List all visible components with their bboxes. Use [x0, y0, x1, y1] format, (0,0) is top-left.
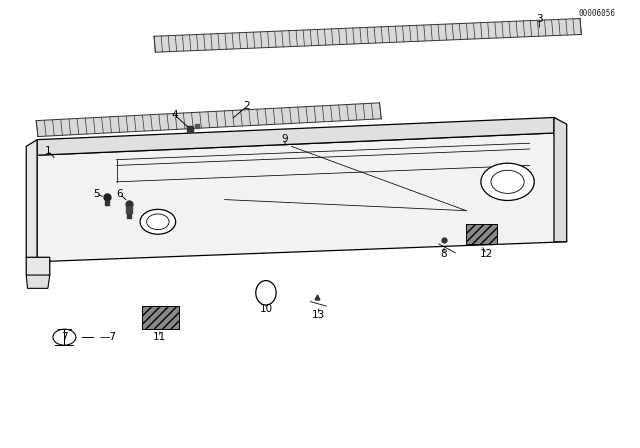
- Text: 1: 1: [45, 146, 51, 156]
- Text: 8: 8: [441, 249, 447, 259]
- Text: 6: 6: [116, 189, 123, 199]
- Polygon shape: [26, 140, 37, 262]
- Text: 10: 10: [259, 304, 273, 314]
- Text: 9: 9: [282, 134, 289, 144]
- Polygon shape: [26, 257, 50, 280]
- Polygon shape: [26, 275, 50, 289]
- Circle shape: [53, 329, 76, 345]
- Polygon shape: [37, 133, 566, 262]
- Text: —7: —7: [99, 332, 116, 342]
- Text: 7: 7: [61, 332, 68, 342]
- Text: 5: 5: [93, 189, 99, 199]
- Bar: [142, 306, 179, 329]
- Circle shape: [140, 209, 175, 234]
- Polygon shape: [37, 117, 554, 155]
- Polygon shape: [154, 18, 581, 52]
- Bar: [467, 224, 497, 244]
- Polygon shape: [36, 103, 381, 137]
- Text: 4: 4: [172, 110, 179, 120]
- Ellipse shape: [256, 280, 276, 305]
- Text: 11: 11: [153, 332, 166, 342]
- Polygon shape: [554, 117, 566, 242]
- Text: 3: 3: [536, 14, 543, 24]
- Circle shape: [481, 163, 534, 200]
- Text: 00006056: 00006056: [579, 9, 616, 17]
- Text: 2: 2: [244, 101, 250, 112]
- Text: 12: 12: [480, 249, 493, 259]
- Text: 13: 13: [312, 310, 325, 320]
